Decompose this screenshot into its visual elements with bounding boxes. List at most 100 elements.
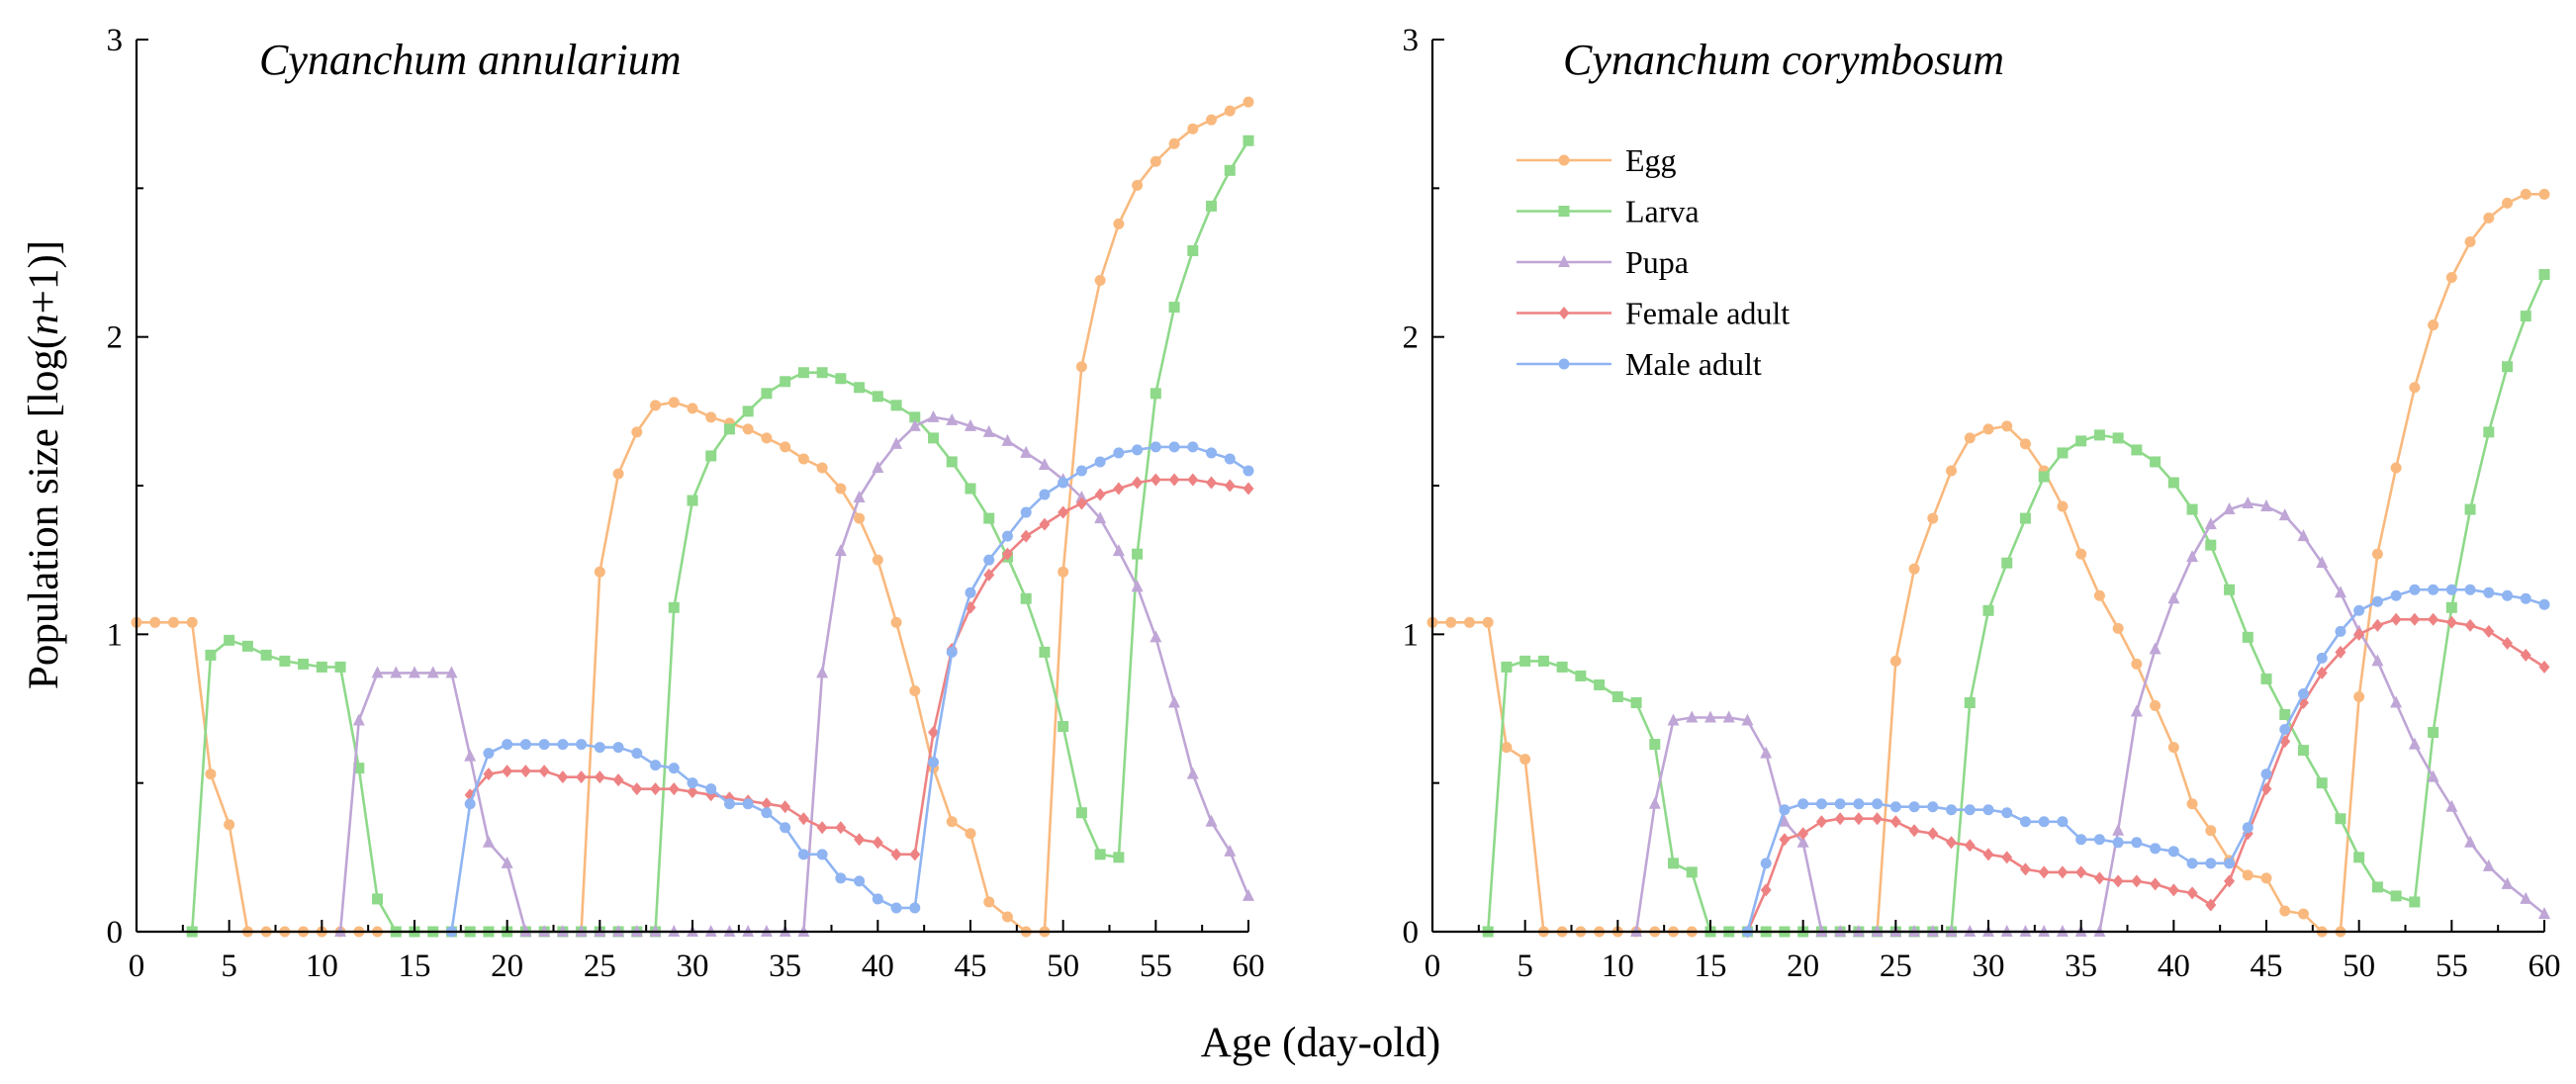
data-point bbox=[2242, 631, 2254, 643]
data-point bbox=[241, 640, 253, 652]
data-point bbox=[705, 450, 717, 462]
data-point bbox=[1150, 473, 1161, 487]
data-point bbox=[1946, 836, 1958, 850]
data-point bbox=[723, 423, 735, 435]
data-point bbox=[2538, 660, 2550, 674]
data-point bbox=[854, 833, 866, 847]
legend: Egg Larva Pupa Female adult Male adult bbox=[1517, 142, 1790, 382]
data-point bbox=[631, 426, 643, 438]
data-point bbox=[2260, 499, 2272, 512]
data-point bbox=[2150, 877, 2162, 891]
series-line bbox=[469, 478, 1249, 857]
data-point bbox=[797, 367, 809, 379]
data-point bbox=[334, 661, 346, 673]
data-point bbox=[1058, 477, 1069, 489]
data-point bbox=[835, 821, 847, 835]
data-point bbox=[909, 848, 921, 861]
data-point bbox=[372, 893, 384, 905]
data-point bbox=[2279, 724, 2291, 736]
data-point bbox=[1187, 244, 1199, 256]
data-point bbox=[353, 763, 365, 774]
data-point bbox=[797, 453, 809, 465]
x-tick-label: 20 bbox=[1787, 948, 1819, 984]
data-point bbox=[816, 462, 828, 474]
data-point bbox=[1112, 544, 1125, 557]
data-point bbox=[872, 391, 883, 403]
data-point bbox=[854, 382, 866, 394]
data-point bbox=[2186, 503, 2198, 515]
data-point bbox=[1205, 814, 1218, 827]
data-point bbox=[1556, 661, 1568, 673]
data-point bbox=[2038, 865, 2050, 879]
series-line bbox=[338, 415, 1250, 934]
data-point bbox=[946, 646, 958, 658]
data-point bbox=[1741, 713, 1754, 726]
data-point bbox=[2112, 837, 2124, 849]
data-point bbox=[816, 849, 828, 860]
y-tick-label: 3 bbox=[1403, 23, 1420, 58]
data-point bbox=[1168, 137, 1180, 149]
data-point bbox=[2019, 438, 2031, 450]
data-point bbox=[687, 785, 698, 799]
series-male-adult bbox=[1741, 584, 2550, 938]
data-point bbox=[2224, 874, 2236, 888]
data-point bbox=[928, 726, 940, 740]
data-point bbox=[687, 495, 698, 506]
data-point bbox=[464, 798, 476, 810]
data-point bbox=[1482, 616, 1494, 628]
data-point bbox=[2371, 548, 2383, 560]
data-point bbox=[2149, 642, 2162, 655]
data-point bbox=[1132, 179, 1144, 191]
data-point bbox=[834, 544, 847, 557]
data-point bbox=[705, 411, 717, 423]
data-point bbox=[1853, 798, 1865, 810]
data-point bbox=[2297, 908, 2309, 920]
data-point bbox=[501, 856, 513, 868]
data-point bbox=[1168, 695, 1181, 708]
data-point bbox=[2242, 497, 2254, 509]
data-point bbox=[946, 412, 959, 425]
data-point bbox=[612, 773, 624, 787]
data-point bbox=[1001, 911, 1013, 923]
data-point bbox=[2464, 584, 2476, 595]
x-tick-label: 5 bbox=[1517, 948, 1533, 984]
data-point bbox=[2112, 432, 2124, 444]
data-point bbox=[983, 896, 995, 908]
data-point bbox=[909, 684, 921, 696]
data-point bbox=[780, 441, 791, 453]
data-point bbox=[1815, 798, 1827, 810]
data-point bbox=[1946, 465, 1958, 477]
data-point bbox=[631, 748, 643, 760]
data-point bbox=[946, 456, 958, 468]
data-point bbox=[1760, 858, 1772, 869]
data-point bbox=[2464, 503, 2476, 515]
series-line bbox=[1634, 501, 2545, 934]
data-point bbox=[1075, 361, 1087, 373]
data-point bbox=[890, 436, 903, 449]
x-tick-label: 10 bbox=[306, 948, 338, 984]
data-point bbox=[2093, 871, 2105, 885]
data-point bbox=[1039, 646, 1051, 658]
data-point bbox=[1927, 827, 1939, 841]
data-point bbox=[1020, 529, 1032, 543]
data-point bbox=[668, 782, 680, 796]
data-point bbox=[2075, 834, 2087, 846]
legend-marker bbox=[1558, 307, 1570, 319]
data-point bbox=[687, 403, 698, 414]
data-point bbox=[1908, 824, 1920, 838]
data-point bbox=[1519, 754, 1531, 766]
data-point bbox=[1075, 465, 1087, 477]
data-point bbox=[2131, 874, 2143, 888]
data-point bbox=[1982, 604, 1994, 616]
data-point bbox=[2279, 905, 2291, 917]
y-axis-title-post: +1)] bbox=[21, 240, 67, 314]
data-point bbox=[631, 782, 643, 796]
data-point bbox=[2316, 666, 2328, 679]
data-point bbox=[2205, 539, 2217, 551]
data-point bbox=[2502, 361, 2514, 373]
data-point bbox=[816, 666, 829, 678]
data-point bbox=[1889, 655, 1901, 667]
data-point bbox=[965, 587, 976, 598]
data-point bbox=[1242, 888, 1254, 901]
